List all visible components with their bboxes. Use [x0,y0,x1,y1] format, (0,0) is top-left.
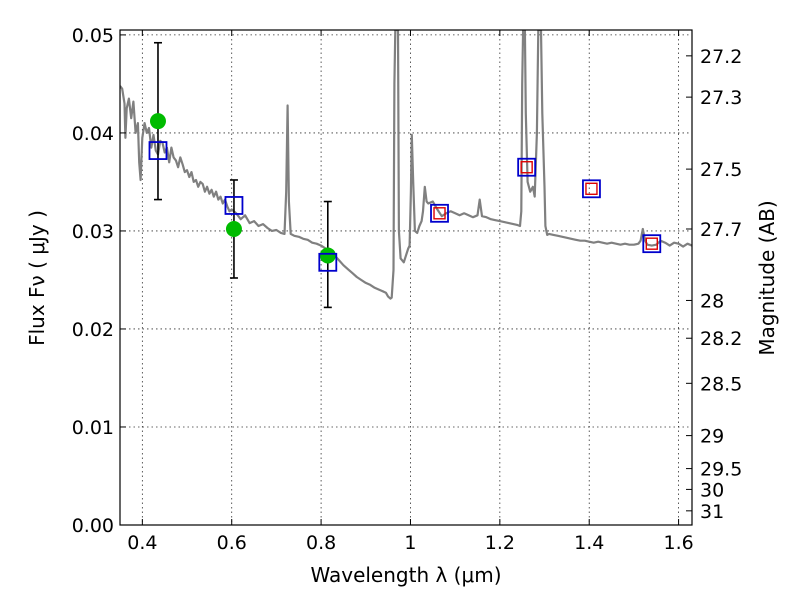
model-point [224,196,244,215]
right-tick-label: 27.3 [700,87,742,109]
right-tick-label: 27.5 [700,159,742,181]
upper-limit-point [433,207,446,220]
plot-area [120,30,692,309]
y-tick-label: 0.02 [72,319,114,341]
x-tick-label: 0.8 [306,532,336,554]
y-axis-right-label: Magnitude (AB) [755,200,779,355]
upper-limit-point [520,161,533,174]
x-tick-label: 0.4 [127,532,157,554]
x-tick-label: 1.2 [485,532,515,554]
y-tick-label: 0.05 [72,25,114,47]
right-tick-label: 30 [700,479,724,501]
x-tick-label: 1.6 [663,532,693,554]
upper-limit-point [585,182,598,195]
axis-ticks: 0.4 0.6 0.8 1 1.2 1.4 1.6 0.00 0.01 0.02 0.03 0.04 0… [72,25,743,554]
model-point [318,252,338,272]
right-tick-label: 28.2 [700,328,742,350]
model-point [582,179,601,199]
y-tick-label: 0.01 [72,417,114,439]
x-tick-label: 0.6 [217,532,247,554]
axes-frame [119,29,693,526]
model-point [430,203,449,223]
x-tick-label: 1 [404,532,416,554]
y-tick-label: 0.03 [72,221,114,243]
y-tick-label: 0.04 [72,123,114,145]
model-point [517,157,537,177]
right-tick-label: 28.5 [700,373,742,395]
right-tick-label: 29 [700,426,724,448]
upper-limit-point [645,237,658,250]
grid [120,30,692,526]
right-tick-label: 27.2 [700,46,742,68]
spectrum-line [120,30,692,300]
x-axis-label: Wavelength λ (μm) [310,563,501,587]
right-tick-label: 31 [700,501,724,523]
model-point [148,141,168,160]
right-tick-label: 28 [700,290,724,312]
right-tick-label: 29.5 [700,459,742,481]
observed-point [149,113,166,130]
y-tick-label: 0.00 [72,515,114,537]
observed-point [225,220,242,237]
y-axis-label: Flux Fν ( μJy ) [25,210,49,346]
model-point [642,234,662,254]
right-tick-label: 27.7 [700,219,742,241]
x-tick-label: 1.4 [574,532,604,554]
observed-point [319,247,336,264]
